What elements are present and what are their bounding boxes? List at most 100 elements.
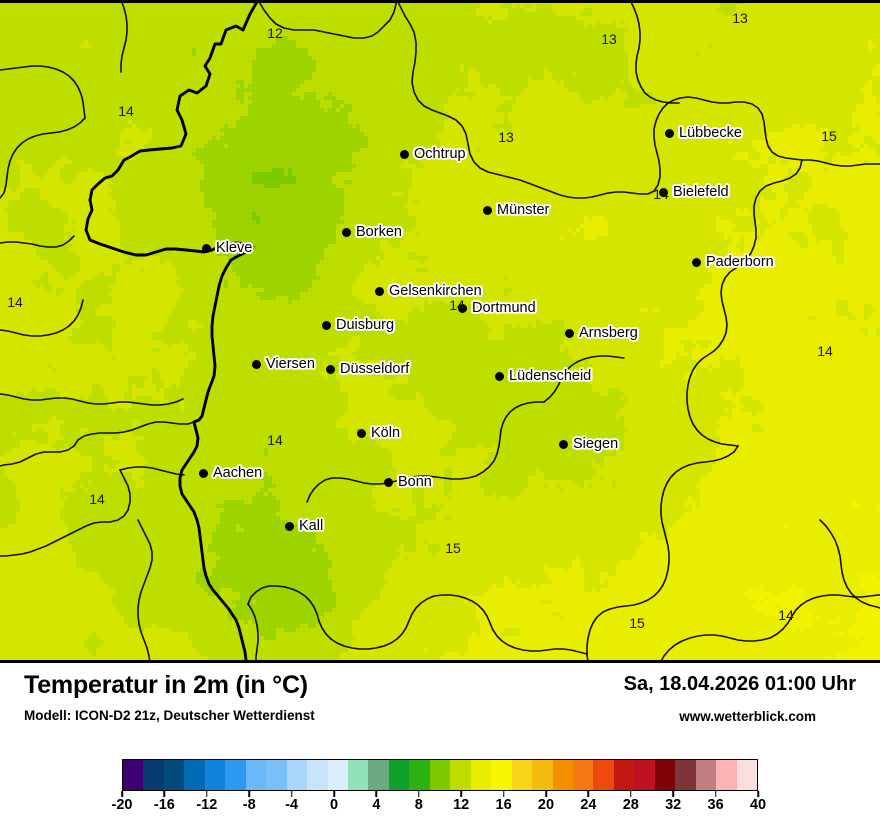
city-dot-icon	[285, 521, 294, 531]
colorbar-ticks	[121, 791, 759, 799]
isotherm-value-label: 13	[601, 31, 617, 47]
colorbar[interactable]: -20 -16 -12 -8 -4 0 4 8 12 16 20 24 28 32 36 40	[112, 759, 766, 813]
city-marker[interactable]: Lübbecke	[665, 125, 742, 141]
city-marker[interactable]: Arnsberg	[565, 325, 638, 341]
colorbar-tick	[757, 791, 759, 797]
isotherm-value-label: 14	[449, 297, 465, 313]
city-dot-icon	[400, 149, 409, 159]
city-dot-icon	[202, 243, 211, 253]
colorbar-swatch	[552, 760, 573, 790]
isotherm-value-label: 13	[732, 10, 748, 26]
city-marker[interactable]: Bonn	[384, 474, 432, 490]
colorbar-swatch	[184, 760, 205, 790]
city-dot-icon	[375, 286, 384, 296]
city-dot-icon	[384, 477, 393, 487]
colorbar-swatch	[470, 760, 492, 790]
city-dot-icon	[659, 187, 668, 197]
colorbar-swatch	[429, 760, 451, 790]
colorbar-swatch	[695, 760, 717, 790]
colorbar-tick-label: 0	[329, 797, 339, 813]
colorbar-swatch	[450, 760, 471, 790]
colorbar-swatch	[123, 760, 144, 790]
city-marker[interactable]: Köln	[357, 425, 400, 441]
colorbar-tick-label: 24	[580, 797, 597, 813]
city-marker[interactable]: Bielefeld	[659, 184, 729, 200]
colorbar-tick	[630, 791, 632, 797]
city-marker[interactable]: Münster	[483, 202, 549, 218]
colorbar-tick	[502, 791, 505, 797]
city-label: Aachen	[213, 465, 263, 481]
colorbar-swatch	[388, 760, 410, 790]
city-label: Lüdenscheid	[509, 368, 592, 384]
page-title: Temperatur in 2m (in °C)	[24, 671, 308, 699]
city-marker[interactable]: Kall	[285, 518, 323, 534]
colorbar-tick	[290, 791, 293, 797]
city-marker[interactable]: Kleve	[202, 240, 252, 256]
colorbar-tick-label: 36	[707, 797, 724, 813]
city-dot-icon	[665, 128, 674, 138]
colorbar-swatch	[593, 760, 614, 790]
colorbar-tick-label: 40	[749, 797, 767, 813]
city-dot-icon	[322, 320, 331, 330]
colorbar-swatch	[532, 760, 553, 790]
colorbar-tick-label: 16	[495, 797, 512, 813]
isotherm-value-label: 15	[629, 615, 645, 631]
city-marker[interactable]: Aachen	[199, 465, 262, 481]
city-marker[interactable]: Viersen	[252, 356, 315, 372]
weather-map[interactable]: Ochtrup Lübbecke Münster Bielefeld Borken Kle…	[0, 0, 880, 663]
colorbar-tick	[121, 791, 123, 797]
colorbar-swatch	[409, 760, 430, 790]
colorbar-tick-labels: -20 -16 -12 -8 -4 0 4 8 12 16 20 24 28 32 36 40	[112, 797, 767, 819]
colorbar-swatch	[511, 760, 533, 790]
city-dot-icon	[357, 428, 366, 438]
city-marker[interactable]: Lüdenscheid	[495, 368, 591, 384]
isotherm-value-label: 14	[653, 186, 669, 202]
footer: Temperatur in 2m (in °C) Modell: ICON-D2…	[0, 663, 880, 830]
city-marker[interactable]: Paderborn	[692, 254, 774, 270]
city-label: Köln	[371, 425, 401, 441]
colorbar-swatch	[675, 760, 696, 790]
city-label: Lübbecke	[679, 125, 742, 141]
colorbar-swatch	[613, 760, 635, 790]
city-label: Düsseldorf	[340, 361, 410, 377]
isotherm-value-label: 14	[7, 294, 23, 310]
colorbar-tick	[206, 791, 208, 797]
colorbar-swatch	[286, 760, 308, 790]
colorbar-tick-label: 4	[372, 797, 381, 813]
valid-time: Sa, 18.04.2026 01:00 Uhr	[623, 673, 856, 695]
colorbar-tick	[375, 791, 378, 797]
colorbar-tick-label: -20	[111, 797, 133, 813]
isotherm-value-label: 14	[118, 103, 134, 119]
city-label: Borken	[356, 224, 402, 240]
isotherm-value-label: 14	[89, 491, 105, 507]
isotherm-value-label: 12	[267, 25, 283, 41]
city-marker[interactable]: Siegen	[559, 436, 618, 452]
city-label: Münster	[497, 202, 550, 218]
colorbar-swatches[interactable]	[122, 759, 758, 791]
city-dot-icon	[559, 439, 568, 449]
city-label: Siegen	[573, 436, 619, 452]
colorbar-swatch	[491, 760, 512, 790]
city-label: Arnsberg	[579, 325, 638, 341]
city-label: Ochtrup	[414, 146, 466, 162]
city-marker[interactable]: Duisburg	[322, 317, 394, 333]
colorbar-tick	[714, 791, 717, 797]
colorbar-swatch	[368, 760, 389, 790]
city-marker[interactable]: Ochtrup	[400, 146, 466, 162]
city-label: Viersen	[266, 356, 315, 372]
colorbar-swatch	[736, 760, 758, 790]
colorbar-tick-label: 28	[622, 797, 639, 813]
colorbar-swatch	[245, 760, 267, 790]
city-marker[interactable]: Borken	[342, 224, 402, 240]
colorbar-tick-label: 20	[537, 797, 555, 813]
city-marker[interactable]: Gelsenkirchen	[375, 283, 482, 299]
city-label: Dortmund	[472, 300, 536, 316]
colorbar-tick-label: -16	[153, 797, 175, 813]
colorbar-tick-label: -8	[242, 797, 256, 813]
city-marker[interactable]: Düsseldorf	[326, 361, 409, 377]
colorbar-swatch	[143, 760, 164, 790]
colorbar-swatch	[716, 760, 737, 790]
city-marker[interactable]: Dortmund	[458, 300, 536, 316]
colorbar-tick	[545, 791, 547, 797]
colorbar-tick-label: 12	[453, 797, 470, 813]
